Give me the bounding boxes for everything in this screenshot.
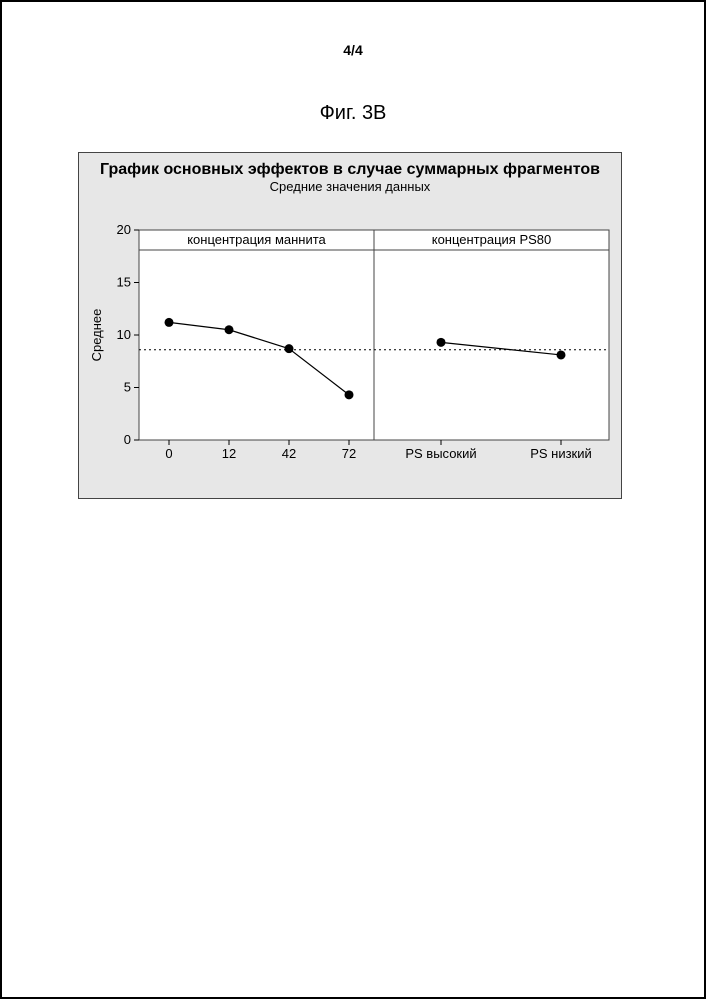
main-effects-chart: концентрация маннита концентрация PS80 0 5 1… — [81, 200, 621, 490]
x-tick-label: 12 — [222, 446, 236, 461]
chart-card: График основных эффектов в случае суммар… — [78, 152, 622, 499]
y-tick-label: 15 — [117, 275, 131, 290]
panel-label: концентрация PS80 — [432, 232, 552, 247]
y-tick-label: 20 — [117, 222, 131, 237]
y-tick-label: 5 — [124, 380, 131, 395]
data-marker — [437, 338, 446, 347]
x-tick-label: PS высокий — [405, 446, 476, 461]
data-marker — [285, 344, 294, 353]
page-number: 4/4 — [2, 42, 704, 58]
data-marker — [225, 325, 234, 334]
data-marker — [165, 318, 174, 327]
chart-title: График основных эффектов в случае суммар… — [81, 155, 619, 179]
chart-subtitle: Средние значения данных — [81, 179, 619, 200]
y-axis-title: Среднее — [89, 309, 104, 362]
data-marker — [345, 390, 354, 399]
y-tick-label: 10 — [117, 327, 131, 342]
figure-label: Фиг. 3B — [2, 102, 704, 125]
x-tick-label: 0 — [165, 446, 172, 461]
x-tick-label: 72 — [342, 446, 356, 461]
panel-label: концентрация маннита — [187, 232, 326, 247]
page: 4/4 Фиг. 3B График основных эффектов в с… — [0, 0, 706, 999]
chart-svg-wrap: концентрация маннита концентрация PS80 0 5 1… — [81, 200, 619, 490]
x-tick-label: 42 — [282, 446, 296, 461]
x-tick-label: PS низкий — [530, 446, 592, 461]
y-tick-label: 0 — [124, 432, 131, 447]
data-marker — [557, 350, 566, 359]
